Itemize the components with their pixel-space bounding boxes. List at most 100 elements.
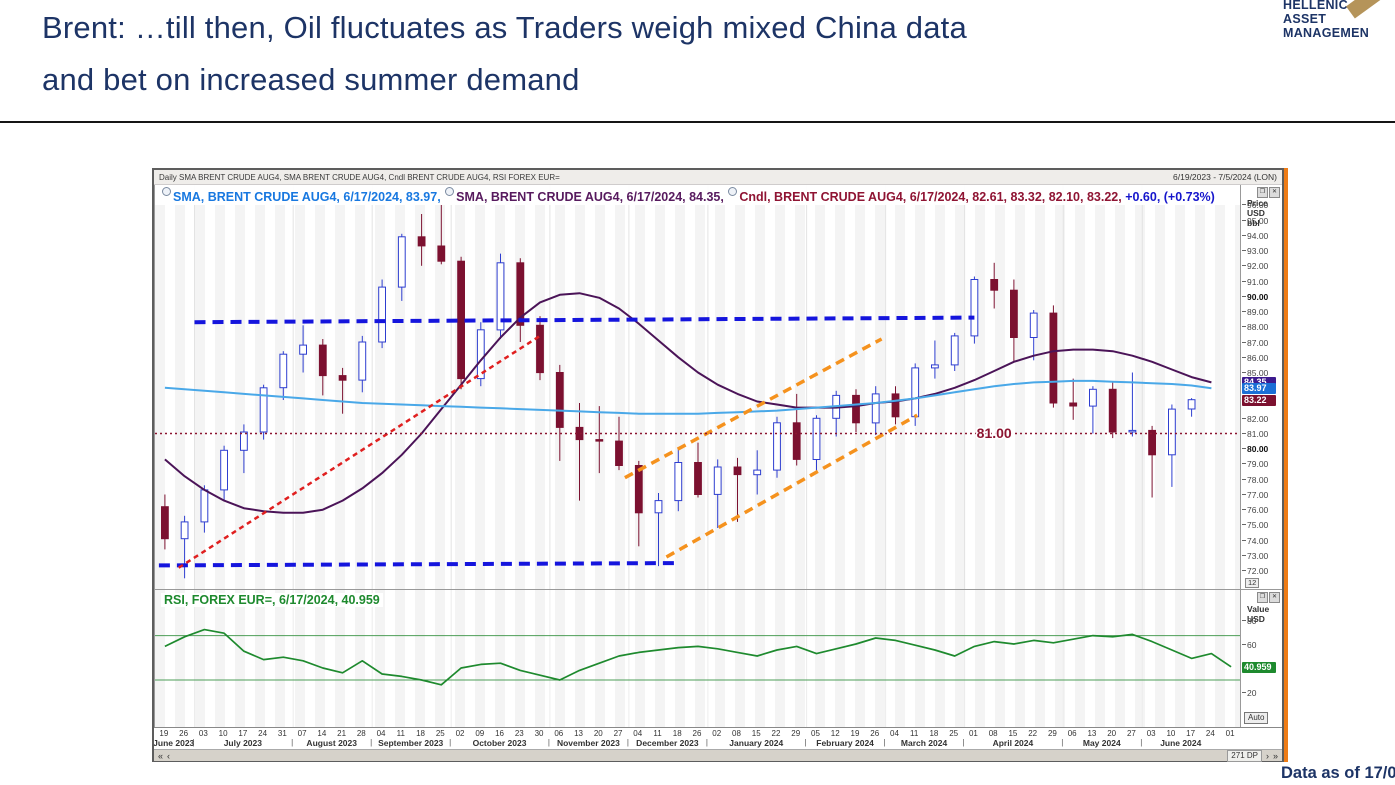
rsi-pane[interactable]: RSI, FOREX EUR=, 6/17/2024, 40.959	[154, 589, 1241, 728]
candle-up	[1168, 408, 1176, 456]
price-tick: 91.00	[1242, 277, 1268, 287]
price-pane[interactable]: SMA, BRENT CRUDE AUG4, 6/17/2024, 83.97,…	[154, 185, 1241, 589]
week-tick-label: 01	[968, 729, 978, 738]
week-tick-label: 13	[574, 729, 583, 738]
candle-up	[279, 353, 288, 389]
candle-down	[792, 422, 801, 460]
month-label: December 2023	[636, 738, 699, 748]
week-tick-label: 14	[317, 729, 327, 738]
scroll-right-button[interactable]: »	[1272, 750, 1278, 761]
eikon-chart-window[interactable]: Daily SMA BRENT CRUDE AUG4, SMA BRENT CR…	[152, 168, 1284, 762]
rsi-plot[interactable]	[155, 590, 1241, 728]
candle-up	[299, 344, 307, 355]
month-label: August 2023	[306, 738, 357, 748]
price-plot[interactable]: 81.00	[155, 185, 1241, 589]
data-as-of-note: Data as of 17/0	[1281, 764, 1395, 782]
candle-up	[1089, 388, 1097, 407]
week-tick-label: 26	[692, 729, 702, 738]
week-tick-label: 18	[416, 729, 426, 738]
candle-down	[555, 372, 564, 428]
candle-up	[240, 431, 248, 451]
candle-up	[358, 341, 367, 381]
week-tick-label: 03	[1146, 729, 1156, 738]
price-tick: 93.00	[1242, 246, 1268, 256]
channel-lower-orange	[665, 413, 919, 559]
title-line-2: and bet on increased summer demand	[42, 62, 580, 98]
candle-down	[634, 465, 643, 514]
logo-line-3: MANAGEMEN	[1283, 26, 1370, 40]
candle-up	[397, 236, 406, 288]
close-icon[interactable]: ✕	[1269, 592, 1280, 603]
month-label: June 2023	[154, 738, 195, 748]
candle-up	[773, 422, 781, 471]
logo-line-1: HELLENIC	[1283, 0, 1348, 12]
candle-down	[1069, 402, 1078, 407]
candle-up	[496, 262, 505, 331]
candle-down	[733, 466, 742, 476]
channel-upper-orange	[624, 337, 883, 480]
legend-item: Cndl, BRENT CRUDE AUG4, 6/17/2024, 82.61…	[739, 190, 1126, 205]
month-separator: |	[804, 738, 807, 747]
auto-scale-button[interactable]: Auto	[1244, 712, 1269, 724]
restore-icon[interactable]: ❐	[1257, 187, 1268, 198]
week-tick-label: 10	[218, 729, 228, 738]
month-separator: |	[291, 738, 294, 747]
scroll-left-button[interactable]: ‹	[167, 750, 171, 761]
week-tick-label: 02	[455, 729, 465, 738]
price-tick: 81.00	[1242, 429, 1268, 439]
price-tick: 86.00	[1242, 353, 1268, 363]
candle-up	[674, 462, 683, 502]
scroll-left-button[interactable]: «	[158, 750, 164, 761]
month-separator: |	[962, 738, 965, 747]
price-tag-83.22: 83.22	[1242, 394, 1276, 406]
company-logo: HELLENIC ASSET MANAGEMEN	[1283, 0, 1395, 50]
week-tick-label: 06	[1067, 729, 1077, 738]
candle-down	[891, 393, 900, 418]
candle-down	[1049, 312, 1058, 404]
price-axis[interactable]: ❐ ✕ Price USD bbl 96.00 95.00 94.00 93.00 92.00…	[1240, 185, 1282, 589]
week-tick-label: 21	[337, 729, 347, 738]
active-window-edge	[1284, 168, 1288, 762]
candle-down	[595, 439, 604, 442]
week-tick-label: 25	[435, 729, 445, 738]
month-label: March 2024	[900, 738, 948, 748]
candle-down	[161, 506, 169, 540]
month-label: July 2023	[223, 738, 262, 748]
week-tick-label: 03	[198, 729, 208, 738]
chart-scrollbar[interactable]: «‹ 271 DP ›»	[154, 749, 1282, 762]
legend-item: SMA, BRENT CRUDE AUG4, 6/17/2024, 83.97,	[173, 190, 445, 205]
candle-up	[970, 279, 979, 337]
candle-up	[931, 364, 939, 369]
week-tick-label: 29	[791, 729, 801, 738]
month-separator: |	[192, 738, 195, 747]
week-tick-label: 04	[890, 729, 899, 738]
week-tick-label: 19	[850, 729, 860, 738]
rsi-legend: RSI, FOREX EUR=, 6/17/2024, 40.959	[161, 593, 383, 607]
price-tick: 88.00	[1242, 322, 1268, 332]
rsi-line	[164, 628, 1232, 686]
interval-badge[interactable]: 12	[1245, 578, 1260, 588]
candle-down	[615, 440, 623, 467]
rsi-value-tag: 40.959	[1242, 661, 1276, 673]
week-tick-label: 24	[258, 729, 268, 738]
price-tick: 90.00	[1242, 292, 1268, 302]
week-tick-label: 31	[277, 729, 287, 738]
week-tick-label: 23	[514, 729, 524, 738]
legend-item: SMA, BRENT CRUDE AUG4, 6/17/2024, 84.35,	[456, 190, 728, 205]
rsi-axis[interactable]: ❐ ✕ Value USD Auto 80 60 20 40.959	[1240, 589, 1282, 727]
sma-slow-line	[164, 292, 1212, 514]
candle-down	[516, 262, 525, 326]
restore-icon[interactable]: ❐	[1257, 592, 1268, 603]
month-label: April 2024	[992, 738, 1034, 748]
month-separator: |	[1061, 738, 1064, 747]
week-tick-label: 01	[1225, 729, 1235, 738]
close-icon[interactable]: ✕	[1269, 187, 1280, 198]
price-tag-84.35: 84.35	[1242, 377, 1276, 389]
month-label: June 2024	[1160, 738, 1202, 748]
scroll-right-button[interactable]: ›	[1265, 750, 1269, 761]
chart-body: SMA, BRENT CRUDE AUG4, 6/17/2024, 83.97,…	[154, 185, 1282, 762]
page-title: Brent: …till then, Oil fluctuates as Tra…	[42, 2, 967, 106]
support-line-blue	[158, 561, 675, 568]
price-tick: 74.00	[1242, 536, 1268, 546]
month-separator: |	[370, 738, 373, 747]
